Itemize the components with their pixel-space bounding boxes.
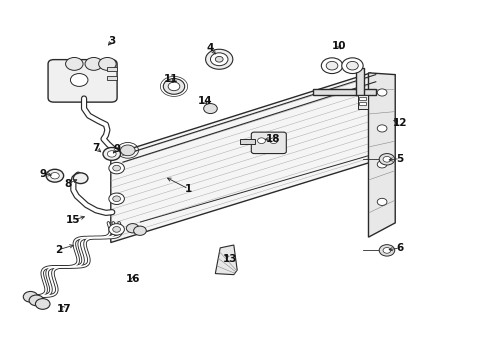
Text: 5: 5 bbox=[396, 154, 403, 163]
Text: 15: 15 bbox=[66, 215, 81, 225]
Circle shape bbox=[70, 73, 88, 86]
Bar bbox=[359, 97, 366, 100]
Circle shape bbox=[382, 157, 390, 162]
Circle shape bbox=[113, 196, 120, 202]
Text: 11: 11 bbox=[163, 74, 178, 84]
Circle shape bbox=[99, 58, 116, 70]
Text: 9: 9 bbox=[40, 168, 47, 179]
Circle shape bbox=[168, 82, 180, 91]
Circle shape bbox=[133, 226, 146, 235]
Circle shape bbox=[325, 62, 337, 70]
Circle shape bbox=[65, 58, 83, 70]
Bar bbox=[239, 139, 255, 144]
Polygon shape bbox=[368, 73, 394, 237]
Circle shape bbox=[107, 151, 116, 157]
Circle shape bbox=[378, 154, 394, 165]
Circle shape bbox=[203, 104, 217, 113]
Circle shape bbox=[109, 193, 124, 204]
Circle shape bbox=[113, 226, 120, 232]
Circle shape bbox=[321, 58, 342, 73]
Text: 17: 17 bbox=[57, 304, 72, 314]
Circle shape bbox=[210, 53, 227, 66]
Text: 14: 14 bbox=[197, 96, 211, 107]
Circle shape bbox=[46, 169, 63, 182]
FancyBboxPatch shape bbox=[251, 132, 286, 154]
Circle shape bbox=[376, 161, 386, 168]
Circle shape bbox=[109, 224, 124, 235]
Text: 18: 18 bbox=[265, 134, 279, 144]
Circle shape bbox=[85, 58, 102, 70]
Text: 8: 8 bbox=[65, 179, 72, 189]
Circle shape bbox=[257, 138, 265, 144]
Text: 7: 7 bbox=[92, 143, 100, 153]
Circle shape bbox=[341, 58, 363, 73]
Circle shape bbox=[73, 173, 88, 184]
Circle shape bbox=[376, 125, 386, 132]
Circle shape bbox=[50, 172, 59, 179]
Polygon shape bbox=[111, 73, 370, 243]
Circle shape bbox=[113, 165, 120, 171]
Circle shape bbox=[269, 138, 277, 144]
Circle shape bbox=[126, 224, 139, 233]
Bar bbox=[107, 76, 117, 80]
Circle shape bbox=[120, 145, 135, 156]
Circle shape bbox=[163, 78, 184, 94]
Text: 3: 3 bbox=[108, 36, 116, 46]
Circle shape bbox=[35, 298, 50, 309]
Polygon shape bbox=[215, 245, 237, 275]
Text: 2: 2 bbox=[55, 245, 62, 255]
Bar bbox=[356, 68, 363, 95]
Bar bbox=[312, 89, 375, 95]
Text: 12: 12 bbox=[392, 118, 407, 128]
Text: 10: 10 bbox=[331, 41, 346, 51]
Circle shape bbox=[382, 248, 390, 253]
Text: 4: 4 bbox=[206, 43, 214, 53]
Circle shape bbox=[103, 148, 120, 160]
Bar bbox=[357, 95, 367, 109]
FancyBboxPatch shape bbox=[48, 60, 117, 102]
Circle shape bbox=[346, 62, 358, 70]
Text: 13: 13 bbox=[222, 254, 237, 264]
Circle shape bbox=[109, 162, 124, 174]
Text: 6: 6 bbox=[396, 243, 403, 253]
Circle shape bbox=[376, 89, 386, 96]
Bar bbox=[359, 102, 366, 105]
Bar bbox=[107, 67, 117, 71]
Circle shape bbox=[378, 245, 394, 256]
Text: 9: 9 bbox=[113, 144, 121, 154]
Text: 16: 16 bbox=[125, 274, 140, 284]
Circle shape bbox=[23, 292, 38, 302]
Circle shape bbox=[215, 57, 223, 62]
Text: 1: 1 bbox=[184, 184, 192, 194]
Circle shape bbox=[29, 295, 43, 306]
Circle shape bbox=[376, 198, 386, 206]
Circle shape bbox=[205, 49, 232, 69]
